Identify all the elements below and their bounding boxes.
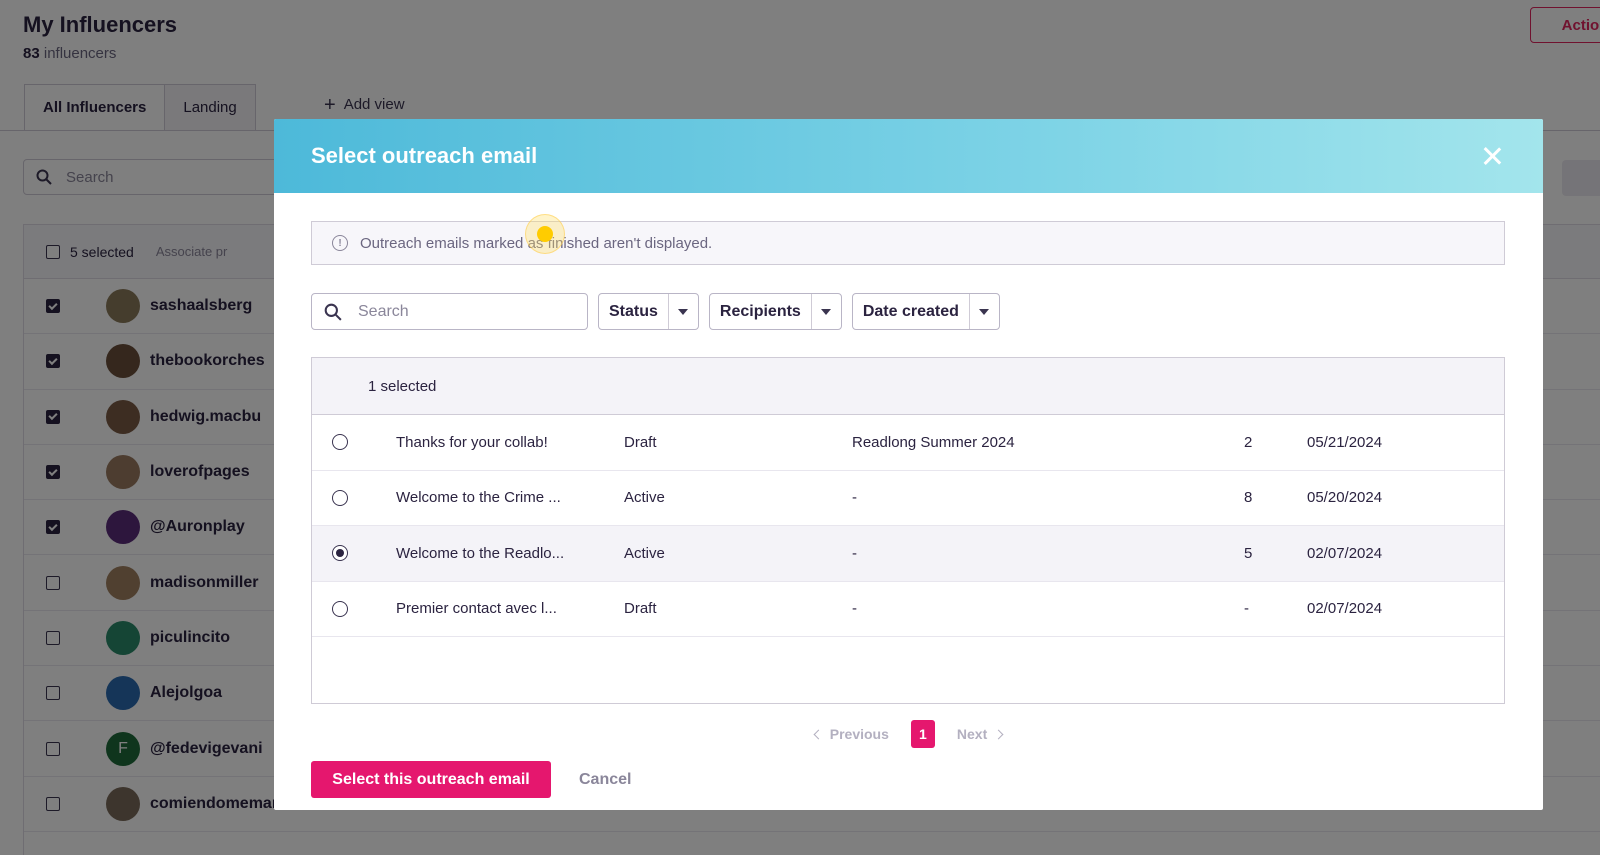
status-filter-label: Status bbox=[609, 302, 658, 320]
email-name: Premier contact avec l... bbox=[396, 600, 557, 618]
row-radio-button[interactable] bbox=[332, 545, 348, 562]
chevron-left-icon bbox=[813, 729, 824, 739]
email-name: Thanks for your collab! bbox=[396, 433, 548, 451]
select-outreach-email-button[interactable]: Select this outreach email bbox=[311, 761, 551, 798]
recipients-filter-dropdown[interactable]: Recipients bbox=[708, 293, 842, 330]
table-row[interactable]: Welcome to the Readlo... Active - 5 02/07/20… bbox=[312, 526, 1504, 582]
close-icon[interactable] bbox=[1481, 145, 1503, 167]
row-radio-button[interactable] bbox=[332, 600, 348, 617]
email-campaign: Readlong Summer 2024 bbox=[852, 433, 1015, 451]
email-recipients: - bbox=[1244, 600, 1249, 618]
email-status: Draft bbox=[624, 433, 657, 451]
previous-page-button[interactable]: Previous bbox=[813, 726, 889, 742]
email-name: Welcome to the Readlo... bbox=[396, 544, 565, 562]
page-number-current[interactable]: 1 bbox=[910, 720, 935, 748]
email-recipients: 5 bbox=[1244, 544, 1253, 562]
pagination: Previous 1 Next bbox=[274, 720, 1543, 748]
email-search-field[interactable] bbox=[311, 293, 588, 330]
chevron-down-icon[interactable] bbox=[667, 294, 698, 329]
cancel-button[interactable]: Cancel bbox=[569, 761, 641, 798]
info-icon: ! bbox=[332, 235, 348, 251]
table-row[interactable]: Premier contact avec l... Draft - - 02/07/20… bbox=[312, 582, 1504, 637]
chevron-right-icon bbox=[993, 729, 1004, 739]
previous-label: Previous bbox=[829, 726, 889, 742]
chevron-down-icon[interactable] bbox=[968, 294, 999, 329]
email-name: Welcome to the Crime ... bbox=[396, 489, 561, 507]
dialog-header: Select outreach email bbox=[274, 119, 1543, 193]
next-page-button[interactable]: Next bbox=[956, 726, 1004, 742]
table-row[interactable]: Thanks for your collab! Draft Readlong Sum… bbox=[312, 415, 1504, 471]
info-notice: ! Outreach emails marked as finished are… bbox=[311, 221, 1505, 265]
email-recipients: 8 bbox=[1244, 489, 1253, 507]
next-label: Next bbox=[956, 726, 988, 742]
email-status: Draft bbox=[624, 600, 657, 618]
email-search-input[interactable] bbox=[358, 302, 558, 321]
email-date-created: 05/20/2024 bbox=[1307, 489, 1383, 507]
recipients-filter-label: Recipients bbox=[719, 302, 801, 320]
email-date-created: 02/07/2024 bbox=[1307, 544, 1383, 562]
email-campaign: - bbox=[852, 544, 857, 562]
email-campaign: - bbox=[852, 600, 857, 618]
outreach-email-table: 1 selected Thanks for your collab! Draft R… bbox=[311, 357, 1505, 704]
email-date-created: 02/07/2024 bbox=[1307, 600, 1383, 618]
cursor-highlight bbox=[525, 214, 565, 254]
email-campaign: - bbox=[852, 489, 857, 507]
table-row[interactable]: Welcome to the Crime ... Active - 8 05/20/20… bbox=[312, 471, 1504, 526]
email-date-created: 05/21/2024 bbox=[1307, 433, 1383, 451]
status-filter-dropdown[interactable]: Status bbox=[598, 293, 699, 330]
select-outreach-email-dialog: Select outreach email ! Outreach emails … bbox=[274, 119, 1543, 810]
row-radio-button[interactable] bbox=[332, 434, 348, 451]
email-status: Active bbox=[624, 544, 665, 562]
row-radio-button[interactable] bbox=[332, 489, 348, 506]
chevron-down-icon[interactable] bbox=[810, 294, 841, 329]
date-created-filter-label: Date created bbox=[862, 302, 959, 320]
search-icon bbox=[324, 303, 342, 321]
date-created-filter-dropdown[interactable]: Date created bbox=[851, 293, 1000, 330]
table-header: 1 selected bbox=[312, 358, 1504, 415]
email-recipients: 2 bbox=[1244, 433, 1253, 451]
dialog-title: Select outreach email bbox=[311, 143, 538, 168]
filter-bar: Status Recipients Date created bbox=[311, 293, 1000, 330]
selected-count: 1 selected bbox=[368, 377, 437, 395]
email-status: Active bbox=[624, 489, 665, 507]
